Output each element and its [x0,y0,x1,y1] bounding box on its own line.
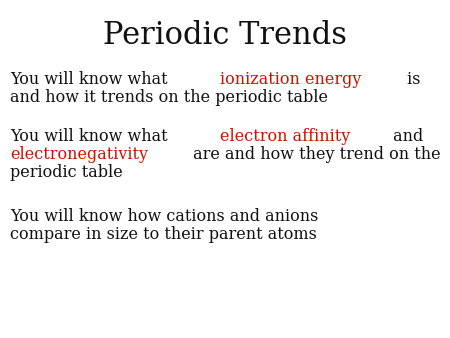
Text: are and how they trend on the: are and how they trend on the [188,146,441,163]
Text: compare in size to their parent atoms: compare in size to their parent atoms [10,226,317,243]
Text: Periodic Trends: Periodic Trends [103,20,347,51]
Text: and how it trends on the periodic table: and how it trends on the periodic table [10,89,328,106]
Text: ionization energy: ionization energy [220,71,361,88]
Text: electron affinity: electron affinity [220,128,350,145]
Text: You will know how cations and anions: You will know how cations and anions [10,208,319,225]
Text: and: and [388,128,423,145]
Text: You will know what: You will know what [10,71,173,88]
Text: is: is [402,71,421,88]
Text: periodic table: periodic table [10,164,123,181]
Text: electronegativity: electronegativity [10,146,148,163]
Text: You will know what: You will know what [10,128,173,145]
